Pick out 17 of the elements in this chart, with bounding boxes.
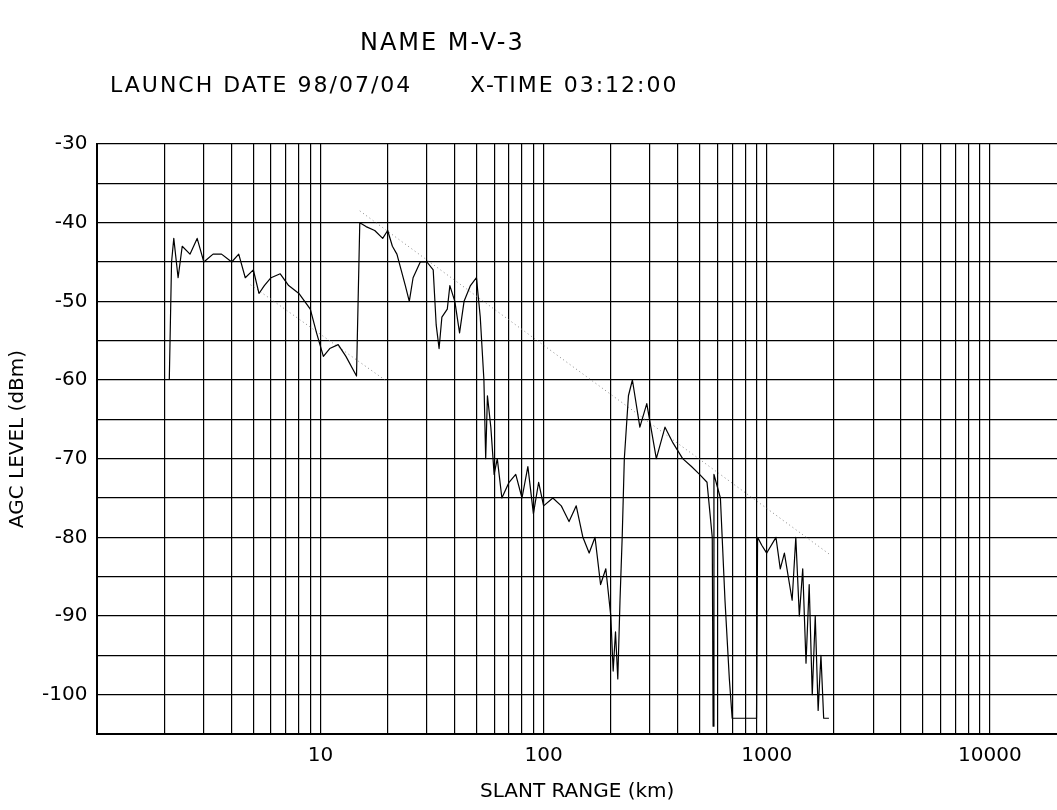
y-tick-label: -80	[54, 523, 88, 548]
text: LAUNCH DATE 98/07/04	[110, 72, 413, 97]
x-tick-label: 100	[524, 742, 563, 767]
y-tick-label: -100	[42, 680, 88, 705]
y-tick-label: -60	[54, 366, 88, 391]
y-tick-label: -90	[54, 602, 88, 627]
text: X-TIME 03:12:00	[470, 72, 679, 97]
x-tick-label: 10	[307, 742, 334, 767]
y-tick-label: -30	[54, 130, 88, 155]
chart-title: NAME M-V-3	[360, 28, 525, 56]
y-axis-title: AGC LEVEL (dBm)	[4, 349, 29, 529]
x-tick-label: 1000	[741, 742, 793, 767]
y-tick-label: -50	[54, 287, 88, 312]
x-axis-title: SLANT RANGE (km)	[479, 778, 675, 803]
x-tick-label: 10000	[958, 742, 1022, 767]
y-tick-label: -40	[54, 208, 88, 233]
y-tick-label: -70	[54, 444, 88, 469]
